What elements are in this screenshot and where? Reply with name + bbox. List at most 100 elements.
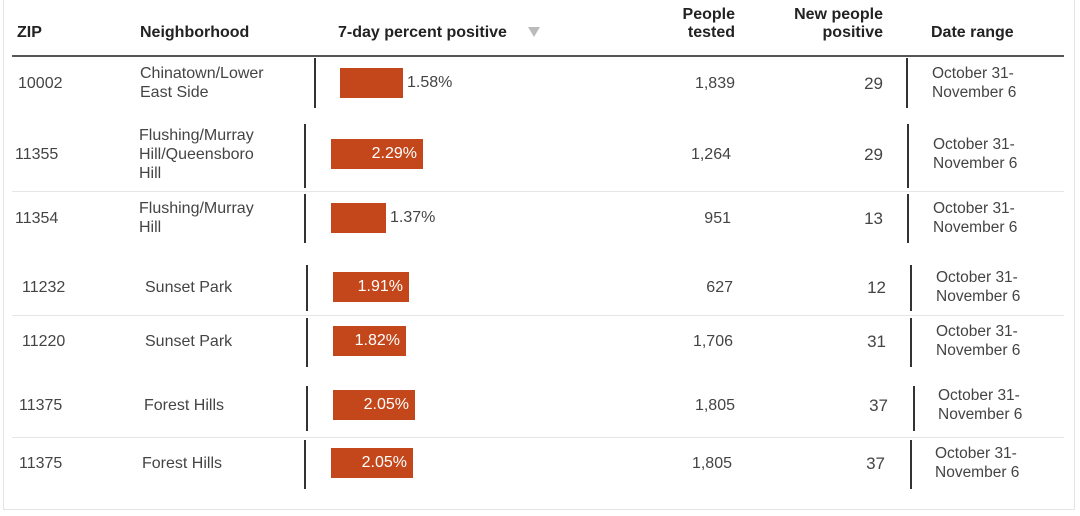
neighborhood-cell: Flushing/Murray Hill/Queensboro Hill [139,126,254,183]
new-positive-cell: 29 [864,74,883,93]
column-divider-right [910,265,912,311]
neighborhood-line: Flushing/Murray [139,126,254,144]
new-positive-cell: 37 [866,454,885,473]
percent-bar [331,448,413,478]
sort-down-icon[interactable] [528,27,540,37]
zip-cell: 10002 [18,75,63,92]
neighborhood-line: Hill/Queensboro [139,145,254,163]
date-range-line: November 6 [936,342,1021,359]
header-new-positive[interactable]: New people positive [740,6,883,42]
zip-cell: 11375 [19,455,63,472]
header-neighborhood[interactable]: Neighborhood [140,24,250,41]
header-zip[interactable]: ZIP [17,24,42,41]
date-range-line: October 31- [936,269,1018,286]
percent-bar [333,390,415,420]
date-range-line: November 6 [933,155,1018,172]
new-positive-cell: 29 [864,145,883,164]
people-tested-cell: 1,839 [694,75,735,92]
date-range-cell: October 31- November 6 [936,322,1020,360]
people-tested-cell: 951 [704,210,731,227]
column-divider-right [910,318,912,367]
neighborhood-line: Hill [139,219,162,236]
people-tested-cell: 627 [706,279,733,296]
percent-label: 1.37% [390,209,436,226]
date-range-line: October 31- [935,445,1017,462]
date-range-line: November 6 [933,219,1018,236]
date-range-line: October 31- [933,136,1015,153]
column-divider-right [913,386,915,431]
header-new-positive-line1: New people [794,6,883,23]
column-divider-right [907,194,909,243]
column-divider-left [306,265,308,311]
neighborhood-cell: Sunset Park [145,332,232,351]
date-range-line: November 6 [935,464,1020,481]
header-date-range[interactable]: Date range [931,24,1014,41]
row-separator [12,191,1064,192]
neighborhood-line: Sunset Park [145,278,233,296]
new-positive-cell: 37 [869,396,888,415]
new-positive-cell: 13 [864,209,883,228]
percent-bar [333,272,409,302]
new-positive-cell: 12 [867,278,886,297]
zip-cell: 11220 [22,333,66,350]
column-divider-right [907,124,909,188]
neighborhood-line: Flushing/Murray [139,200,254,217]
column-divider-left [306,318,308,367]
header-new-positive-line2: positive [822,24,883,41]
column-divider-right [906,58,908,108]
percent-bar [333,326,406,356]
column-divider-right [910,440,912,489]
date-range-cell: October 31- November 6 [938,386,1022,424]
zip-cell: 11375 [19,397,63,414]
percent-label: 2.05% [361,454,407,471]
header-people-tested-line2: tested [687,24,735,41]
date-range-line: October 31- [938,387,1020,404]
header-percent-positive[interactable]: 7-day percent positive [338,24,507,41]
date-range-line: November 6 [938,406,1023,423]
column-divider-left [306,386,308,431]
header-people-tested-line1: People [682,6,735,23]
neighborhood-cell: Sunset Park [145,278,232,297]
header-people-tested[interactable]: People tested [600,6,735,42]
date-range-line: October 31- [933,200,1015,217]
neighborhood-cell: Chinatown/Lower East Side [140,64,264,102]
neighborhood-line: Hill [139,164,162,182]
percent-label: 1.58% [407,74,453,91]
percent-bar [340,68,403,98]
zip-cell: 11232 [22,279,66,296]
date-range-cell: October 31- November 6 [933,135,1017,173]
date-range-cell: October 31- November 6 [933,199,1017,237]
row-separator [12,437,1064,438]
percent-bar [331,203,386,233]
neighborhood-line: Sunset Park [145,332,233,350]
zip-cell: 11355 [15,146,59,163]
column-divider-left [304,440,306,489]
zip-cell: 11354 [15,210,59,227]
row-separator [12,315,1064,316]
new-positive-cell: 31 [867,332,886,351]
percent-label: 2.29% [371,145,417,162]
date-range-cell: October 31- November 6 [932,64,1016,102]
neighborhood-cell: Forest Hills [144,396,224,415]
column-divider-left [304,194,306,243]
header-divider [12,55,1064,57]
neighborhood-line: Forest Hills [144,396,225,414]
percent-label: 1.82% [354,332,400,349]
people-tested-cell: 1,805 [694,397,735,414]
date-range-cell: October 31- November 6 [935,444,1019,482]
percent-bar [331,139,423,169]
column-divider-left [314,58,316,108]
percent-label: 1.91% [357,278,403,295]
date-range-cell: October 31- November 6 [936,268,1020,306]
neighborhood-line: East Side [140,84,209,101]
neighborhood-cell: Flushing/Murray Hill [139,199,254,237]
neighborhood-line: Forest Hills [142,454,223,472]
neighborhood-cell: Forest Hills [142,454,222,473]
neighborhood-line: Chinatown/Lower [140,65,264,82]
table-frame [3,0,1075,510]
percent-label: 2.05% [363,396,409,413]
people-tested-cell: 1,264 [690,146,731,163]
date-range-line: October 31- [932,65,1014,82]
people-tested-cell: 1,805 [691,455,732,472]
date-range-line: November 6 [932,84,1017,101]
